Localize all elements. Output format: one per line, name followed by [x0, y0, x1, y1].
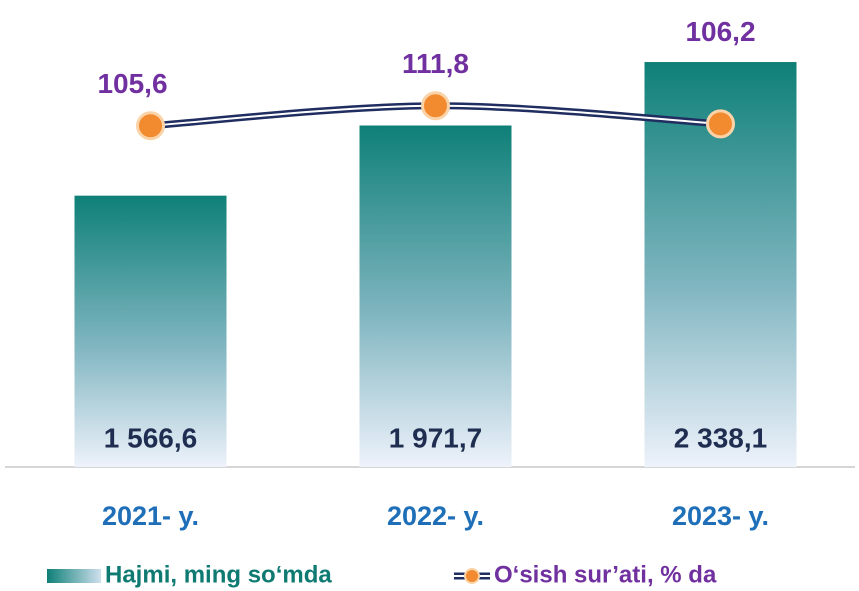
x-tick-label: 2022- y.: [387, 501, 484, 531]
x-tick-label: 2021- y.: [102, 501, 199, 531]
bar-value-label: 2 338,1: [674, 422, 767, 453]
legend-label: O‘sish sur’ati, % da: [494, 561, 717, 588]
bar-value-label: 1 566,6: [104, 422, 197, 453]
legend-swatch: [47, 569, 101, 583]
line-value-label: 105,6: [97, 68, 167, 99]
line-value-label: 106,2: [685, 16, 755, 47]
legend-label: Hajmi, ming so‘mda: [105, 561, 332, 588]
line-marker: [706, 109, 735, 139]
bar: [74, 195, 227, 467]
bar-value-label: 1 971,7: [389, 422, 482, 453]
line-marker: [136, 111, 165, 141]
bar: [359, 125, 512, 467]
line-marker: [421, 91, 450, 121]
legend-marker: [464, 568, 480, 584]
x-tick-label: 2023- y.: [672, 501, 769, 531]
line-value-label: 111,8: [402, 48, 469, 79]
